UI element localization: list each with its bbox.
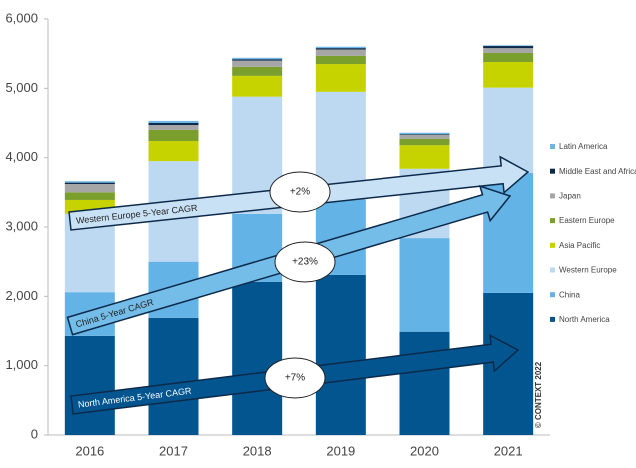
bar-segment — [399, 134, 450, 139]
bar-segment — [399, 134, 450, 135]
y-tick-label: 2,000 — [5, 288, 38, 303]
legend-label: Asia Pacific — [559, 241, 600, 250]
legend-swatch — [550, 168, 555, 174]
x-tick-label: 2016 — [75, 443, 104, 458]
legend-label: Latin America — [559, 142, 608, 151]
y-tick-label: 4,000 — [5, 149, 38, 164]
legend-swatch — [550, 267, 555, 273]
legend-swatch — [550, 193, 555, 199]
bar-segment — [483, 52, 534, 62]
bar-segment — [64, 192, 115, 200]
legend-label: Eastern Europe — [559, 216, 615, 225]
bar-segment — [399, 331, 450, 435]
y-tick-label: 0 — [31, 426, 38, 441]
growth-bubble — [274, 241, 336, 283]
bar-segment — [148, 141, 199, 162]
bar-segment — [483, 61, 534, 88]
growth-bubble — [269, 171, 331, 213]
bar-segment — [315, 64, 366, 92]
bar-segment — [483, 87, 534, 173]
y-tick-label: 3,000 — [5, 218, 38, 233]
bar-segment — [232, 59, 283, 61]
legend-swatch — [550, 316, 555, 322]
x-tick-label: 2019 — [326, 443, 355, 458]
bar-segment — [399, 145, 450, 169]
x-tick-label: 2017 — [159, 443, 188, 458]
bar-segment — [232, 57, 283, 60]
bar-segment — [315, 274, 366, 435]
x-tick-label: 2018 — [243, 443, 272, 458]
bar-segment — [64, 182, 115, 185]
x-tick-label: 2021 — [494, 443, 523, 458]
legend-label: Middle East and Africa — [559, 167, 636, 176]
bar-segment — [148, 123, 199, 126]
bar-segment — [232, 60, 283, 67]
y-tick-label: 6,000 — [5, 10, 38, 25]
bar-segment — [315, 46, 366, 49]
bar-segment — [148, 125, 199, 130]
bar-segment — [483, 45, 534, 47]
bar-segment — [64, 181, 115, 183]
legend-swatch — [550, 242, 555, 248]
legend-label: Japan — [559, 192, 581, 201]
bar-segment — [315, 48, 366, 50]
bar-segment — [483, 292, 534, 435]
bar-segment — [148, 317, 199, 435]
bar-segment — [232, 66, 283, 76]
y-tick-label: 5,000 — [5, 80, 38, 95]
legend-swatch — [550, 218, 555, 224]
bar-segment — [399, 138, 450, 146]
bar-segment — [315, 55, 366, 65]
bar-segment — [399, 238, 450, 332]
copyright: © CONTEXT 2022 — [534, 361, 543, 428]
legend-label: Western Europe — [559, 266, 617, 275]
bar-segment — [399, 132, 450, 135]
bar-segment — [148, 120, 199, 123]
bar-segment — [64, 184, 115, 193]
bar-segment — [315, 49, 366, 56]
bar-segment — [64, 335, 115, 435]
legend-swatch — [550, 292, 555, 298]
growth-label: +2% — [290, 187, 310, 198]
bar-segment — [483, 46, 534, 49]
x-tick-label: 2020 — [410, 443, 439, 458]
y-tick-label: 1,000 — [5, 357, 38, 372]
bar-segment — [148, 129, 199, 142]
growth-label: +7% — [285, 373, 305, 384]
bar-segment — [232, 75, 283, 97]
legend-swatch — [550, 144, 555, 149]
bar-segment — [483, 48, 534, 53]
growth-label: +23% — [292, 257, 318, 268]
bar-segment — [232, 281, 283, 435]
legend-label: China — [559, 290, 580, 299]
growth-bubble — [264, 357, 326, 399]
legend-label: North America — [559, 315, 610, 324]
